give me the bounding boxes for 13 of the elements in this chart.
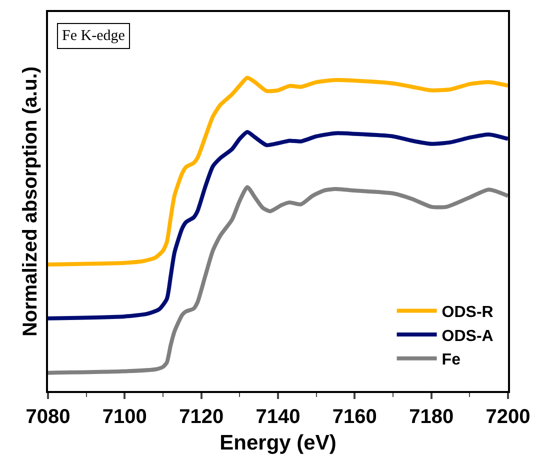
legend-label: Fe [442,352,461,369]
legend-label: ODS-R [442,304,494,321]
x-tick-label: 7120 [179,406,224,428]
text: Fe K-edge [62,28,126,44]
x-tick-label: 7200 [486,406,530,428]
x-tick-label: 7080 [26,406,70,428]
x-tick-label: 7100 [102,406,147,428]
legend-label: ODS-A [442,328,494,345]
x-tick-label: 7160 [332,406,377,428]
y-axis-title: Normalized absorption (a.u.) [19,66,42,337]
x-axis-title: Energy (eV) [220,431,336,454]
x-tick-label: 7180 [409,406,454,428]
x-tick-label: 7140 [256,406,300,428]
